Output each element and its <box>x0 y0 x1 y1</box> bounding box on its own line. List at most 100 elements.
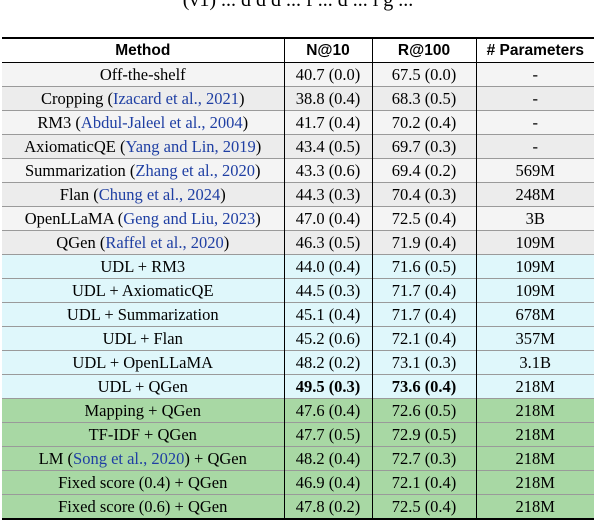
method-cell: UDL + RM3 <box>2 254 285 279</box>
method-name: Fixed score (0.4) + QGen <box>58 473 228 492</box>
parameters-cell: 3.1B <box>519 353 552 372</box>
recall100-cell: 72.7 (0.3) <box>372 446 477 471</box>
citation-link[interactable]: Yang and Lin, 2019 <box>125 137 256 156</box>
citation-open-paren: ( <box>129 161 136 180</box>
citation-link[interactable]: Geng and Liu, 2023 <box>123 209 256 228</box>
method-cell: Flan (Chung et al., 2024) <box>2 182 285 207</box>
method-cell: UDL + Flan <box>2 326 285 351</box>
method-name: UDL + RM3 <box>100 257 186 276</box>
header-recall100: R@100 <box>372 38 477 63</box>
recall100-cell: 68.3 (0.5) <box>372 86 477 111</box>
method-cell: Cropping (Izacard et al., 2021) <box>2 86 285 111</box>
table-row: UDL + AxiomaticQE 44.5 (0.3) 71.7 (0.4) 109… <box>2 278 594 303</box>
citation-link[interactable]: Chung et al., 2024 <box>98 185 221 204</box>
recall100-cell: 72.5 (0.4) <box>372 494 477 519</box>
recall100-cell: 73.1 (0.3) <box>372 350 477 375</box>
method-cell: Mapping + QGen <box>2 398 285 423</box>
parameters-cell: 357M <box>515 329 555 348</box>
citation-close-paren: ) <box>255 161 261 180</box>
method-cell: UDL + QGen <box>2 374 285 399</box>
method-cell: UDL + Summarization <box>2 302 285 327</box>
method-name: RM3 <box>37 113 76 132</box>
table-row: UDL + Summarization 45.1 (0.4) 71.7 (0.4) 6… <box>2 302 594 327</box>
method-cell: Off-the-shelf <box>2 62 285 87</box>
parameters-cell: 109M <box>515 257 555 276</box>
parameters-cell: 218M <box>515 449 555 468</box>
parameters-cell: 109M <box>515 233 555 252</box>
method-name: AxiomaticQE <box>24 137 120 156</box>
table-row: Fixed score (0.4) + QGen 46.9 (0.4) 72.1 (… <box>2 470 594 495</box>
method-name: UDL + Flan <box>102 329 183 348</box>
recall100-cell: 72.9 (0.5) <box>372 422 477 447</box>
method-cell: LM (Song et al., 2020) + QGen <box>2 446 285 471</box>
ndcg10-cell: 43.3 (0.6) <box>284 158 373 183</box>
ndcg10-cell: 43.4 (0.5) <box>284 134 373 159</box>
recall100-cell: 67.5 (0.0) <box>372 62 477 87</box>
table-header: Method N@10 R@100 # Parameters <box>2 38 594 63</box>
method-name: Mapping + QGen <box>84 401 202 420</box>
table-row: Fixed score (0.6) + QGen 47.8 (0.2) 72.5 (… <box>2 494 594 519</box>
citation-link[interactable]: Raffel et al., 2020 <box>105 233 224 252</box>
citation-link[interactable]: Abdul-Jaleel et al., 2004 <box>80 113 243 132</box>
parameters-cell: 218M <box>515 425 555 444</box>
recall100-cell: 71.7 (0.4) <box>372 278 477 303</box>
table-row: UDL + OpenLLaMA 48.2 (0.2) 73.1 (0.3) 3.1B <box>2 350 594 375</box>
method-cell: Fixed score (0.4) + QGen <box>2 470 285 495</box>
table-row: TF-IDF + QGen 47.7 (0.5) 72.9 (0.5) 218M <box>2 422 594 447</box>
citation-open-paren: ( <box>67 449 74 468</box>
method-name: UDL + Summarization <box>66 305 219 324</box>
citation-link[interactable]: Izacard et al., 2021 <box>112 89 239 108</box>
ndcg10-cell: 41.7 (0.4) <box>284 110 373 135</box>
table-row: UDL + RM3 44.0 (0.4) 71.6 (0.5) 109M <box>2 254 594 279</box>
ndcg10-cell: 44.0 (0.4) <box>284 254 373 279</box>
method-name: Cropping <box>41 89 108 108</box>
table-body: Off-the-shelf 40.7 (0.0) 67.5 (0.0) - Croppi… <box>2 62 594 519</box>
citation-open-paren: ( <box>99 233 106 252</box>
method-cell: UDL + OpenLLaMA <box>2 350 285 375</box>
table-row: UDL + QGen 49.5 (0.3) 73.6 (0.4) 218M <box>2 374 594 399</box>
table-row: QGen (Raffel et al., 2020) 46.3 (0.5) 71.9… <box>2 230 594 255</box>
parameters-cell: - <box>532 113 539 132</box>
table-row: AxiomaticQE (Yang and Lin, 2019) 43.4 (0.… <box>2 134 594 159</box>
recall100-cell: 70.2 (0.4) <box>372 110 477 135</box>
citation-close-paren: ) <box>220 185 226 204</box>
method-cell: Fixed score (0.6) + QGen <box>2 494 285 519</box>
recall100-cell: 72.1 (0.4) <box>372 326 477 351</box>
method-name: QGen <box>56 233 100 252</box>
citation-open-paren: ( <box>119 137 126 156</box>
recall100-cell: 72.6 (0.5) <box>372 398 477 423</box>
method-cell: AxiomaticQE (Yang and Lin, 2019) <box>2 134 285 159</box>
recall100-cell: 73.6 (0.4) <box>372 374 477 399</box>
table-row: Off-the-shelf 40.7 (0.0) 67.5 (0.0) - <box>2 62 594 87</box>
ndcg10-cell: 38.8 (0.4) <box>284 86 373 111</box>
method-suffix: + QGen <box>189 449 247 468</box>
citation-close-paren: ) <box>184 449 190 468</box>
recall100-cell: 72.5 (0.4) <box>372 206 477 231</box>
results-table: Method N@10 R@100 # Parameters Off-the-s… <box>2 37 594 520</box>
ndcg10-cell: 45.2 (0.6) <box>284 326 373 351</box>
recall100-cell: 69.7 (0.3) <box>372 134 477 159</box>
citation-close-paren: ) <box>223 233 230 252</box>
citation-link[interactable]: Song et al., 2020 <box>73 449 185 468</box>
ndcg10-cell: 49.5 (0.3) <box>284 374 373 399</box>
method-cell: QGen (Raffel et al., 2020) <box>2 230 285 255</box>
table-row: RM3 (Abdul-Jaleel et al., 2004) 41.7 (0.4… <box>2 110 594 135</box>
citation-open-paren: ( <box>117 209 124 228</box>
parameters-cell: 3B <box>525 209 545 228</box>
method-cell: RM3 (Abdul-Jaleel et al., 2004) <box>2 110 285 135</box>
citation-close-paren: ) <box>242 113 249 132</box>
ndcg10-cell: 47.6 (0.4) <box>284 398 373 423</box>
citation-link[interactable]: Zhang et al., 2020 <box>135 161 256 180</box>
parameters-cell: 248M <box>515 185 555 204</box>
citation-open-paren: ( <box>107 89 113 108</box>
ndcg10-cell: 40.7 (0.0) <box>284 62 373 87</box>
ndcg10-cell: 47.7 (0.5) <box>284 422 373 447</box>
header-parameters: # Parameters <box>486 42 584 59</box>
ndcg10-cell: 46.9 (0.4) <box>284 470 373 495</box>
parameters-cell: 218M <box>515 473 555 492</box>
method-name: UDL + OpenLLaMA <box>72 353 214 372</box>
table-row: LM (Song et al., 2020) + QGen 48.2 (0.4) 7… <box>2 446 594 471</box>
table-row: Flan (Chung et al., 2024) 44.3 (0.3) 70.4 … <box>2 182 594 207</box>
ndcg10-cell: 46.3 (0.5) <box>284 230 373 255</box>
method-name: Summarization <box>24 161 130 180</box>
